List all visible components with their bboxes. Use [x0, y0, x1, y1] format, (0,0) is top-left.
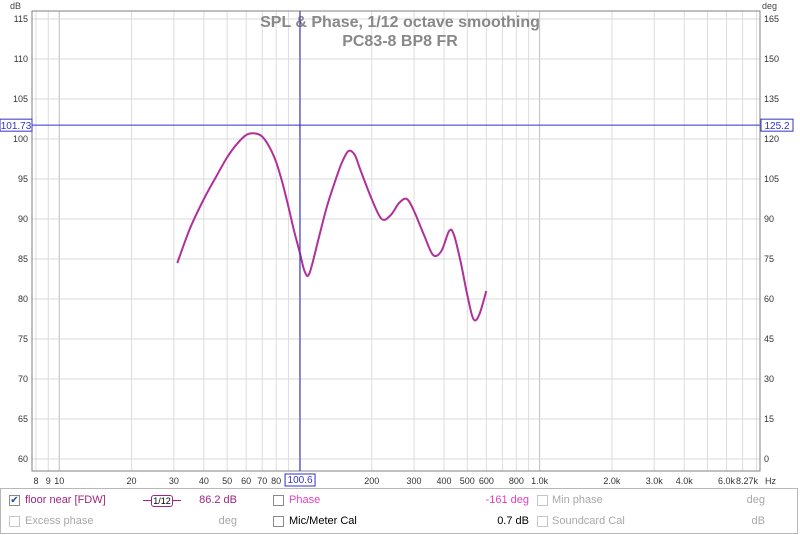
y-axis-tick-labels: 60 65 70 75 80 85 90 95 100 105 110 115	[13, 14, 28, 464]
y2-tick-label: 120	[764, 134, 779, 144]
x-tick-label: 600	[479, 476, 494, 486]
cursor[interactable]: 101.73 125.2 100.6	[0, 11, 794, 487]
spl-line-sample-left	[143, 500, 151, 501]
y-tick-label: 110	[14, 54, 28, 64]
y-tick-label: 105	[13, 94, 28, 104]
y2-axis-unit: deg	[762, 1, 777, 11]
y2-tick-label: 15	[764, 414, 774, 424]
y2-axis-tick-labels: 0 15 30 45 60 75 90 105 120 135 150 165	[764, 14, 779, 464]
mic-meter-cal-value: 0.7 dB	[497, 515, 529, 527]
soundcard-cal-value: dB	[751, 515, 765, 527]
x-tick-label: 800	[509, 476, 524, 486]
y-tick-label: 100	[13, 134, 28, 144]
y2-tick-label: 45	[764, 334, 774, 344]
y-tick-label: 85	[18, 254, 28, 264]
cursor-x-readout: 100.6	[288, 475, 313, 486]
cursor-y2-readout: 125.2	[764, 121, 789, 132]
spl-phase-chart[interactable]: 8 9 10 20 30 40 50 60 70 80 200 300 400 500 600 800 1.0k…	[0, 0, 800, 488]
x-tick-label: 300	[407, 476, 422, 486]
y2-tick-label: 30	[764, 374, 774, 384]
chart-subtitle: PC83-8 BP8 FR	[342, 33, 458, 50]
cursor-x-readout-box	[284, 473, 316, 487]
min-phase-value: deg	[746, 494, 765, 506]
y-tick-label: 65	[18, 414, 28, 424]
spl-line-sample-right	[173, 500, 181, 501]
y-tick-label: 60	[18, 454, 28, 464]
legend-panel: ✔ floor near [FDW] 1/12 86.2 dB Phase -1…	[0, 488, 798, 534]
plot-frame	[31, 10, 761, 472]
x-tick-label: 400	[437, 476, 452, 486]
y-axis-unit: dB	[10, 1, 21, 11]
y2-tick-label: 90	[764, 214, 774, 224]
mic-meter-cal-checkbox[interactable]	[273, 516, 284, 527]
y2-tick-label: 150	[764, 54, 779, 64]
spl-cursor-value: 86.2 dB	[199, 494, 237, 506]
x-tick-label: 20	[127, 476, 137, 486]
phase-checkbox[interactable]	[273, 495, 284, 506]
x-tick-label: 40	[199, 476, 209, 486]
y2-tick-label: 0	[764, 454, 769, 464]
min-phase-label: Min phase	[552, 494, 603, 506]
y-tick-label: 115	[14, 14, 28, 24]
phase-trace-label: Phase	[289, 494, 321, 506]
spl-series-line	[176, 132, 488, 322]
x-tick-label: 2.0k	[603, 476, 621, 486]
spl-checkbox[interactable]: ✔	[9, 495, 20, 506]
x-tick-label: 1.0k	[531, 476, 549, 486]
x-tick-label: 6.0k	[718, 476, 736, 486]
excess-phase-checkbox[interactable]	[9, 516, 20, 527]
y-tick-label: 80	[18, 294, 28, 304]
x-tick-label: 9	[46, 476, 51, 486]
x-tick-label: 8.27k	[736, 476, 759, 486]
soundcard-cal-checkbox[interactable]	[537, 516, 548, 527]
cursor-y2-readout-box	[760, 118, 794, 132]
x-tick-label: 200	[364, 476, 379, 486]
phase-cursor-value: -161 deg	[485, 494, 529, 506]
excess-phase-value: deg	[218, 515, 237, 527]
y-tick-label: 90	[18, 214, 28, 224]
y-tick-label: 70	[18, 374, 28, 384]
min-phase-checkbox[interactable]	[537, 495, 548, 506]
x-tick-label: 8	[33, 476, 38, 486]
chart-title: SPL & Phase, 1/12 octave smoothing	[260, 14, 540, 31]
y2-tick-label: 75	[764, 254, 774, 264]
x-tick-label: 10	[54, 476, 64, 486]
x-tick-label: 70	[257, 476, 267, 486]
x-axis-tick-labels: 8 9 10 20 30 40 50 60 70 80 200 300 400 500 600 800 1.0k…	[33, 476, 776, 486]
x-tick-label: 60	[241, 476, 251, 486]
cursor-y-readout-box	[0, 118, 33, 132]
y-tick-label: 95	[18, 174, 28, 184]
soundcard-cal-label: Soundcard Cal	[552, 515, 625, 527]
excess-phase-label: Excess phase	[25, 515, 94, 527]
x-tick-label: 80	[271, 476, 281, 486]
legend-row: ✔ floor near [FDW] 1/12 86.2 dB Phase -1…	[1, 491, 797, 511]
y-tick-label: 75	[18, 334, 28, 344]
x-tick-label: 4.0k	[676, 476, 694, 486]
chart-background	[0, 0, 800, 488]
spl-trace-label: floor near [FDW]	[25, 494, 106, 506]
x-tick-label: 500	[460, 476, 475, 486]
vertical-grid	[35, 11, 758, 471]
horizontal-grid	[32, 18, 760, 460]
x-tick-label: 30	[169, 476, 179, 486]
mic-meter-cal-label: Mic/Meter Cal	[289, 515, 357, 527]
y2-tick-label: 165	[764, 14, 779, 24]
series-layer	[176, 132, 488, 322]
smoothing-selector[interactable]: 1/12	[151, 495, 173, 507]
x-tick-label: 50	[222, 476, 232, 486]
legend-row: Excess phase deg Mic/Meter Cal 0.7 dB So…	[1, 512, 797, 532]
y2-tick-label: 105	[764, 174, 779, 184]
cursor-y-readout: 101.73	[1, 121, 32, 132]
x-axis-unit: Hz	[765, 476, 776, 486]
y2-tick-label: 60	[764, 294, 774, 304]
x-tick-label: 3.0k	[646, 476, 664, 486]
y2-tick-label: 135	[764, 94, 779, 104]
